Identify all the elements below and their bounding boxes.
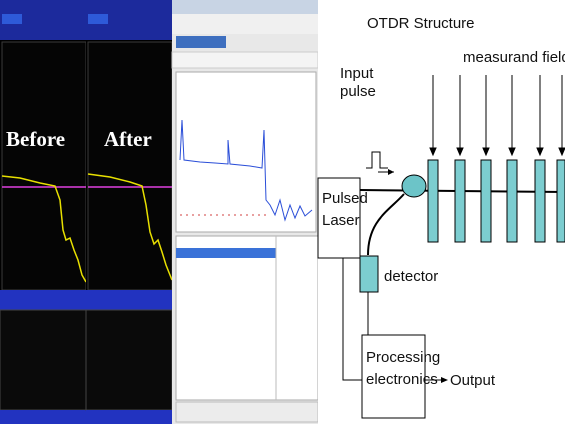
laser-label: Pulsed Laser: [322, 190, 368, 229]
detector-label: detector: [384, 268, 438, 285]
otdr-diagram: OTDR Structure Input pulse measurand fiel…: [317, 0, 565, 424]
otdr-screen-before: [0, 0, 87, 424]
processing-label: Processing electronics: [366, 349, 440, 388]
sensors: [427, 159, 565, 243]
diagram-title: OTDR Structure: [367, 15, 475, 32]
otdr-screen-after: [85, 0, 173, 424]
before-label: Before: [6, 127, 65, 151]
measurand-arrows: [429, 75, 565, 157]
output-label: Output: [450, 372, 496, 389]
after-label: After: [104, 127, 152, 151]
software-window: [171, 0, 319, 424]
measurand-field: measurand field: [463, 49, 565, 66]
input-pulse-line1: Input pulse: [340, 65, 376, 100]
